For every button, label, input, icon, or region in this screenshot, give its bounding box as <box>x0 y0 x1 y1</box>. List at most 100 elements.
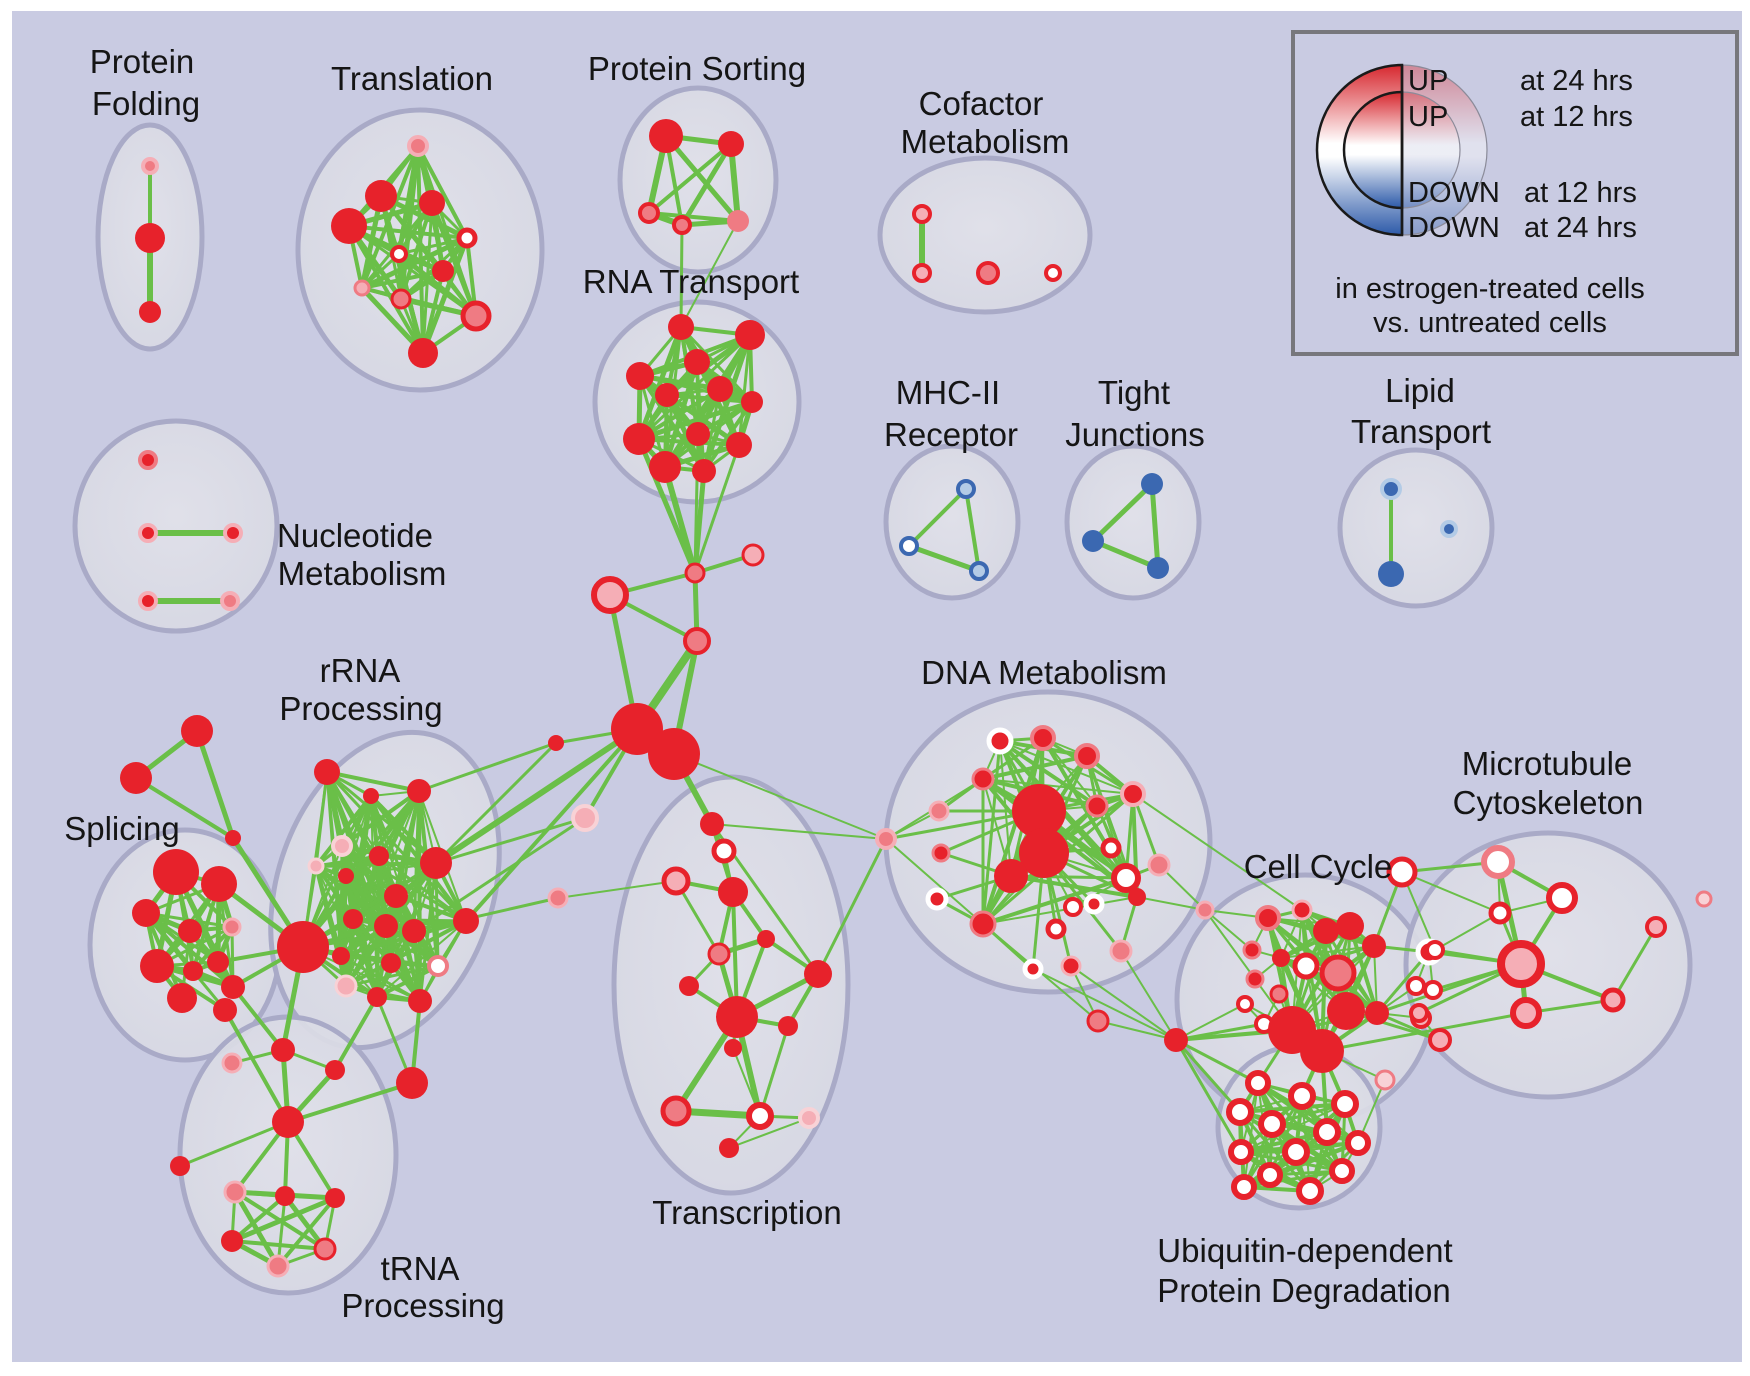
nodes-layer <box>120 119 1713 1278</box>
cluster-label-trna-processing: Processing <box>341 1287 504 1324</box>
node-mc10 <box>1600 987 1626 1013</box>
edge <box>344 919 468 988</box>
edge <box>1611 925 1658 1002</box>
node-dm19 <box>1147 853 1171 877</box>
edge <box>663 133 741 224</box>
legend-state-label: UP <box>1408 65 1448 97</box>
edge <box>276 1196 337 1268</box>
legend-time-label: at 24 hrs <box>1524 212 1637 244</box>
legend-state-label: DOWN <box>1408 177 1500 209</box>
node-ps5 <box>727 210 749 232</box>
node-dm10 <box>1085 794 1109 818</box>
edge <box>344 964 440 988</box>
node-rr10 <box>343 909 363 929</box>
node-tx12 <box>660 1095 692 1127</box>
edge <box>347 224 469 240</box>
edge <box>1320 1011 1528 1053</box>
edge <box>1401 871 1501 914</box>
cluster-label-rrna-processing: rRNA <box>320 652 401 689</box>
node-dm14 <box>1022 958 1044 980</box>
edge <box>229 1195 338 1244</box>
node-dm23 <box>1109 939 1133 963</box>
edge <box>1280 945 1375 959</box>
edge <box>1242 1169 1344 1189</box>
cluster-label-dna-metabolism: DNA Metabolism <box>921 654 1167 691</box>
edge <box>638 374 754 404</box>
node-rr1 <box>314 759 340 785</box>
cluster-ellipse-mhc-ii-receptor <box>883 443 1021 601</box>
node-rr13 <box>332 947 350 965</box>
node-rt9 <box>623 423 655 455</box>
edge <box>982 896 1138 925</box>
cluster-ellipse-tight-junctions <box>1064 443 1202 601</box>
node-ub6 <box>1313 1118 1341 1146</box>
edge <box>964 487 981 573</box>
legend-state-label: UP <box>1408 101 1448 133</box>
node-rr11 <box>374 914 398 938</box>
node-ps1 <box>649 119 683 153</box>
cluster-label-cell-cycle: Cell Cycle <box>1244 848 1393 885</box>
cluster-label-mhc-ii-receptor: Receptor <box>884 416 1018 453</box>
edge <box>434 861 440 968</box>
edge <box>1434 912 1501 951</box>
node-pf2 <box>135 223 165 253</box>
node-rt12 <box>726 432 752 458</box>
node-dm21 <box>1128 888 1146 906</box>
node-tr11 <box>408 338 438 368</box>
edge <box>673 753 887 840</box>
node-nm4 <box>138 591 158 611</box>
node-rt8 <box>686 422 710 446</box>
node-rt5 <box>655 383 679 407</box>
edge <box>636 324 684 442</box>
edge <box>359 235 470 291</box>
node-sl10 <box>167 983 197 1013</box>
node-rr3 <box>407 779 431 803</box>
edge <box>347 224 425 355</box>
node-cc12 <box>1236 995 1254 1013</box>
cluster-label-tight-junctions: Tight <box>1098 374 1170 411</box>
node-cc11 <box>1269 984 1289 1004</box>
edge <box>665 393 754 404</box>
edge <box>194 728 236 841</box>
cluster-ellipse-cofactor-metabolism <box>877 155 1093 315</box>
edge <box>1136 896 1206 911</box>
node-ub10 <box>1257 1162 1283 1188</box>
node-dm4 <box>971 767 995 791</box>
cluster-label-ubiquitin-degradation: Protein Degradation <box>1157 1272 1451 1309</box>
edge <box>982 778 1134 795</box>
node-rrHub <box>277 921 329 973</box>
node-pf1 <box>141 157 159 175</box>
node-dm0 <box>875 828 897 850</box>
edge <box>464 727 639 923</box>
node-tr8 <box>353 279 371 297</box>
legend-footer-line: vs. untreated cells <box>1373 307 1607 339</box>
node-tr4 <box>331 208 367 244</box>
node-cc6 <box>1242 940 1262 960</box>
edge <box>1132 793 1303 911</box>
cluster-ellipse-protein-sorting <box>617 85 779 275</box>
node-cc10 <box>1245 969 1265 989</box>
node-rr18 <box>408 989 432 1013</box>
node-sl8 <box>207 951 229 973</box>
node-sl4 <box>178 919 202 943</box>
cluster-label-cofactor-metabolism: Metabolism <box>901 123 1070 160</box>
node-dm9 <box>969 910 997 938</box>
node-mc12 <box>1695 890 1713 908</box>
edge <box>1204 909 1293 1031</box>
edge <box>333 995 379 1072</box>
node-rt6 <box>707 376 733 402</box>
node-tr6 <box>390 245 408 263</box>
edge <box>339 919 468 958</box>
legend-time-label: at 24 hrs <box>1520 65 1633 97</box>
node-sl5 <box>222 917 242 937</box>
legend-inner-disk-faded <box>1401 91 1461 209</box>
node-tn2 <box>170 1156 190 1176</box>
node-ub3 <box>1226 1098 1254 1126</box>
legend-time-label: at 12 hrs <box>1524 177 1637 209</box>
node-mh3 <box>969 561 989 581</box>
edge <box>230 1194 287 1243</box>
edge <box>376 920 467 998</box>
node-ps3 <box>638 202 660 224</box>
legend-footer-line: in estrogen-treated cells <box>1335 273 1645 305</box>
node-st3 <box>225 830 241 846</box>
